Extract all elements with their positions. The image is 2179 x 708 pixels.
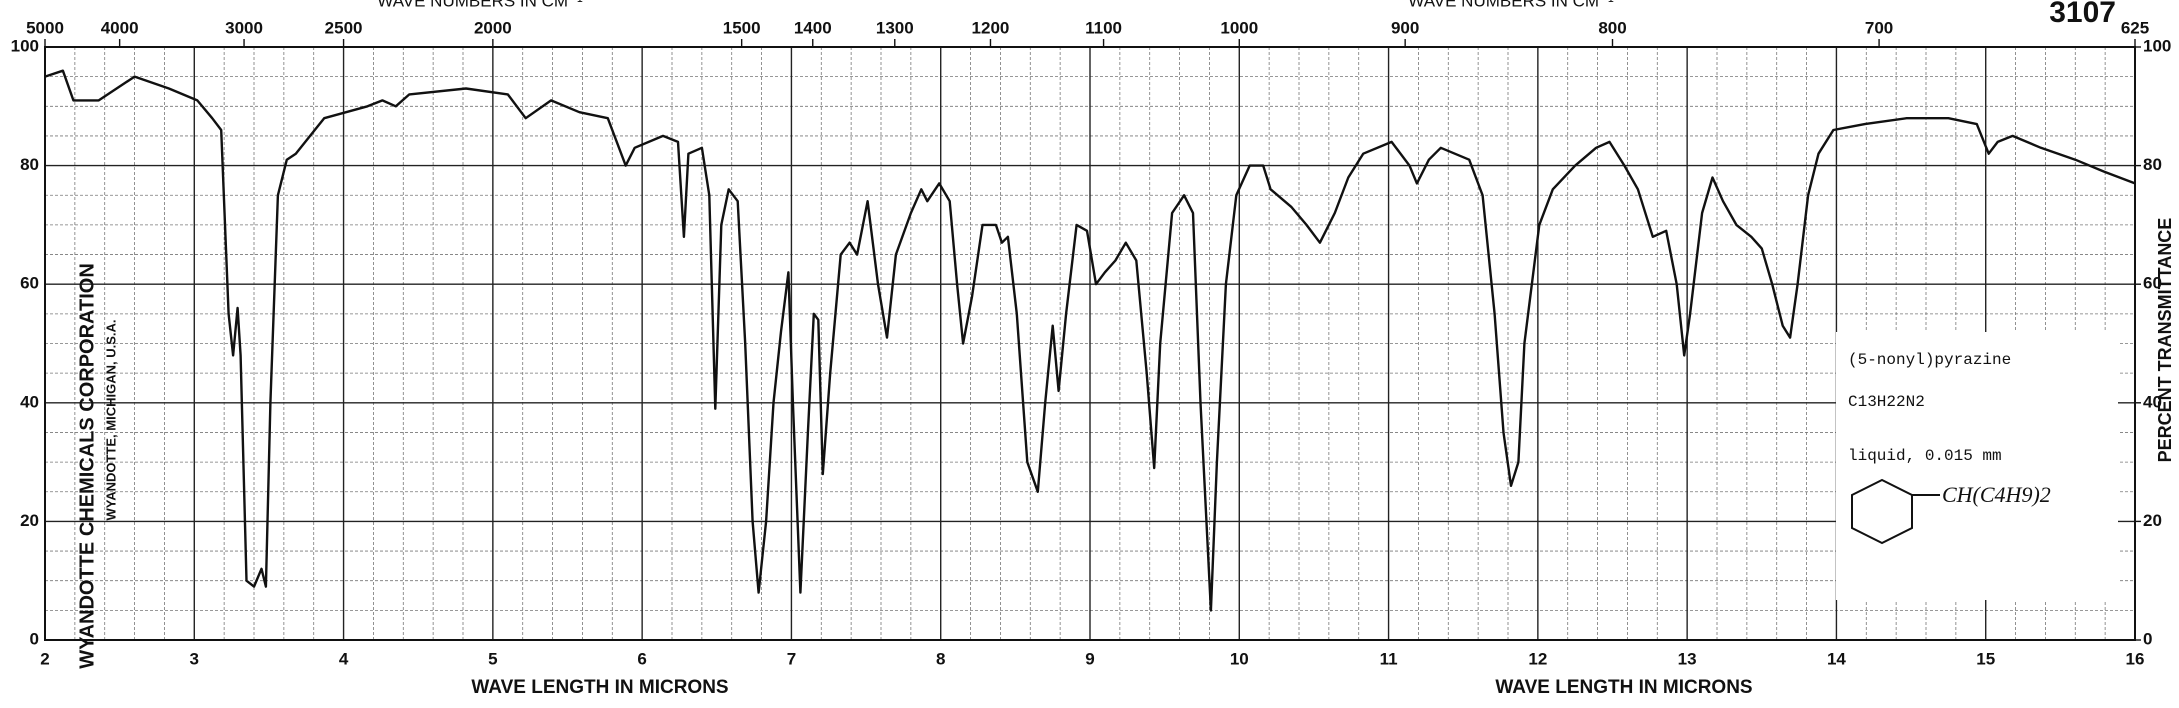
y-tick-label: 60 xyxy=(20,274,39,293)
pyrazine-ring xyxy=(1851,478,1913,545)
x-tick-label: 5 xyxy=(488,649,497,668)
x2-tick-label: 4000 xyxy=(101,18,139,37)
sample-box-background xyxy=(1836,332,2118,600)
y2-tick-label: 80 xyxy=(2143,155,2162,174)
x2-tick-label: 1300 xyxy=(876,18,914,37)
top-axis-label: WAVE NUMBERS IN CM⁻¹ xyxy=(377,0,583,10)
x2-tick-label: 2000 xyxy=(474,18,512,37)
compound-name: (5-nonyl)pyrazine xyxy=(1848,351,2011,369)
x-tick-label: 10 xyxy=(1230,649,1249,668)
x-tick-label: 15 xyxy=(1976,649,1995,668)
x-tick-label: 11 xyxy=(1380,649,1398,668)
spectrum-line xyxy=(44,69,2136,612)
x2-tick-label: 1400 xyxy=(794,18,832,37)
sample-box: (5-nonyl)pyrazine C13H22N2 liquid, 0.015… xyxy=(1836,332,2118,600)
x-tick-label: 7 xyxy=(787,649,796,668)
spectrum-number: 3107 xyxy=(2049,0,2116,29)
x-tick-label: 2 xyxy=(40,649,49,668)
y-tick-label: 20 xyxy=(20,511,39,530)
x-tick-label: 9 xyxy=(1085,649,1094,668)
y-tick-label: 100 xyxy=(11,36,39,55)
x-tick-label: 13 xyxy=(1678,649,1697,668)
y-axis-label: PERCENT TRANSMITTANCE xyxy=(2155,218,2175,463)
x-tick-label: 3 xyxy=(190,649,199,668)
x2-tick-label: 5000 xyxy=(26,18,64,37)
plot-area xyxy=(44,69,2136,612)
x2-tick-label: 1000 xyxy=(1220,18,1258,37)
x-tick-label: 16 xyxy=(2126,649,2145,668)
x-tick-label: 14 xyxy=(1827,649,1846,668)
y2-tick-label: 40 xyxy=(2143,392,2162,411)
plot-frame xyxy=(44,46,2136,641)
y2-tick-label: 100 xyxy=(2143,36,2171,55)
x2-tick-label: 1200 xyxy=(972,18,1010,37)
x-tick-label: 12 xyxy=(1528,649,1547,668)
y-tick-label: 40 xyxy=(20,392,39,411)
x2-tick-label: 3000 xyxy=(225,18,263,37)
x2-tick-label: 800 xyxy=(1598,18,1626,37)
substituent: CH(C4H9)2 xyxy=(1942,482,2051,507)
x2-tick-label: 1500 xyxy=(723,18,761,37)
y2-tick-label: 0 xyxy=(2143,629,2152,648)
x2-tick-label: 900 xyxy=(1391,18,1419,37)
y2-tick-label: 20 xyxy=(2143,511,2162,530)
x-axis-label: WAVE LENGTH IN MICRONS xyxy=(1495,677,1752,698)
y-tick-label: 80 xyxy=(20,155,39,174)
company-location: WYANDOTTE, MICHIGAN, U.S.A. xyxy=(103,319,118,520)
x-tick-label: 6 xyxy=(637,649,646,668)
y-tick-label: 0 xyxy=(30,629,39,648)
x2-tick-label: 625 xyxy=(2121,18,2149,37)
y2-tick-label: 60 xyxy=(2143,274,2162,293)
x2-tick-label: 2500 xyxy=(325,18,363,37)
formula: C13H22N2 xyxy=(1848,393,1925,411)
x2-tick-label: 700 xyxy=(1865,18,1893,37)
x-tick-label: 4 xyxy=(339,649,349,668)
company: WYANDOTTE CHEMICALS CORPORATION xyxy=(76,263,98,669)
sample-info: liquid, 0.015 mm xyxy=(1848,447,2002,465)
x-tick-label: 8 xyxy=(936,649,945,668)
x2-tick-label: 1100 xyxy=(1085,18,1122,37)
top-axis-label: WAVE NUMBERS IN CM⁻¹ xyxy=(1408,0,1614,10)
x-axis-label: WAVE LENGTH IN MICRONS xyxy=(471,677,728,698)
